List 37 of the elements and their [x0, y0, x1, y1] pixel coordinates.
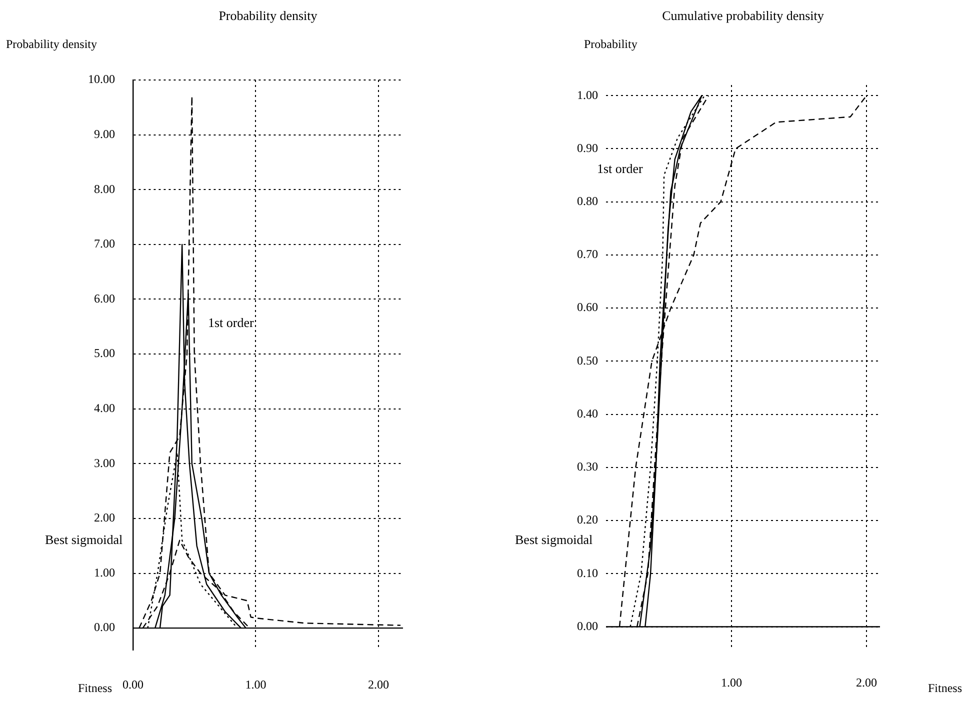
text: Best sigmoidal	[515, 532, 594, 547]
y-tick-label: 0.40	[577, 406, 598, 420]
annotation: 1st order	[208, 315, 255, 330]
y-tick-label: 0.20	[577, 512, 598, 527]
y-tick-label: 0.50	[577, 353, 598, 368]
y-axis-title: Probability	[584, 37, 638, 51]
annotation: 1st order	[597, 161, 644, 176]
y-tick-label: 7.00	[94, 236, 115, 251]
x-tick-label: 0.00	[122, 677, 144, 692]
y-tick-label: 6.00	[94, 291, 115, 306]
y-tick-label: 1.00	[577, 88, 598, 102]
y-tick-label: 1.00	[94, 565, 115, 580]
x-tick-label: 1.00	[245, 677, 266, 692]
y-tick-label: 0.80	[577, 194, 598, 208]
y-tick-label: 4.00	[94, 401, 115, 415]
y-tick-label: 8.00	[94, 182, 115, 196]
x-tick-label: 1.00	[721, 675, 742, 690]
chart-title: Probability density	[218, 8, 318, 23]
x-tick-label: 2.00	[368, 677, 389, 692]
y-tick-label: 9.00	[94, 126, 115, 141]
y-tick-label: 0.00	[577, 618, 598, 633]
y-tick-label: 0.00	[94, 620, 115, 634]
y-tick-label: 0.30	[577, 460, 598, 474]
y-tick-label: 0.90	[577, 140, 598, 155]
y-tick-label: 0.70	[577, 247, 598, 262]
y-axis-title: Probability density	[6, 37, 97, 51]
y-tick-label: 10.00	[88, 72, 115, 86]
x-axis-title: Fitness	[78, 681, 112, 695]
text: Best sigmoidal	[45, 532, 124, 547]
y-tick-label: 5.00	[94, 346, 115, 360]
x-axis-title: Fitness	[928, 681, 962, 695]
x-tick-label: 2.00	[856, 675, 877, 690]
chart-title: Cumulative probability density	[662, 8, 824, 23]
y-tick-label: 3.00	[94, 456, 115, 470]
y-tick-label: 2.00	[94, 510, 115, 525]
y-tick-label: 0.60	[577, 300, 598, 314]
y-tick-label: 0.10	[577, 566, 598, 580]
